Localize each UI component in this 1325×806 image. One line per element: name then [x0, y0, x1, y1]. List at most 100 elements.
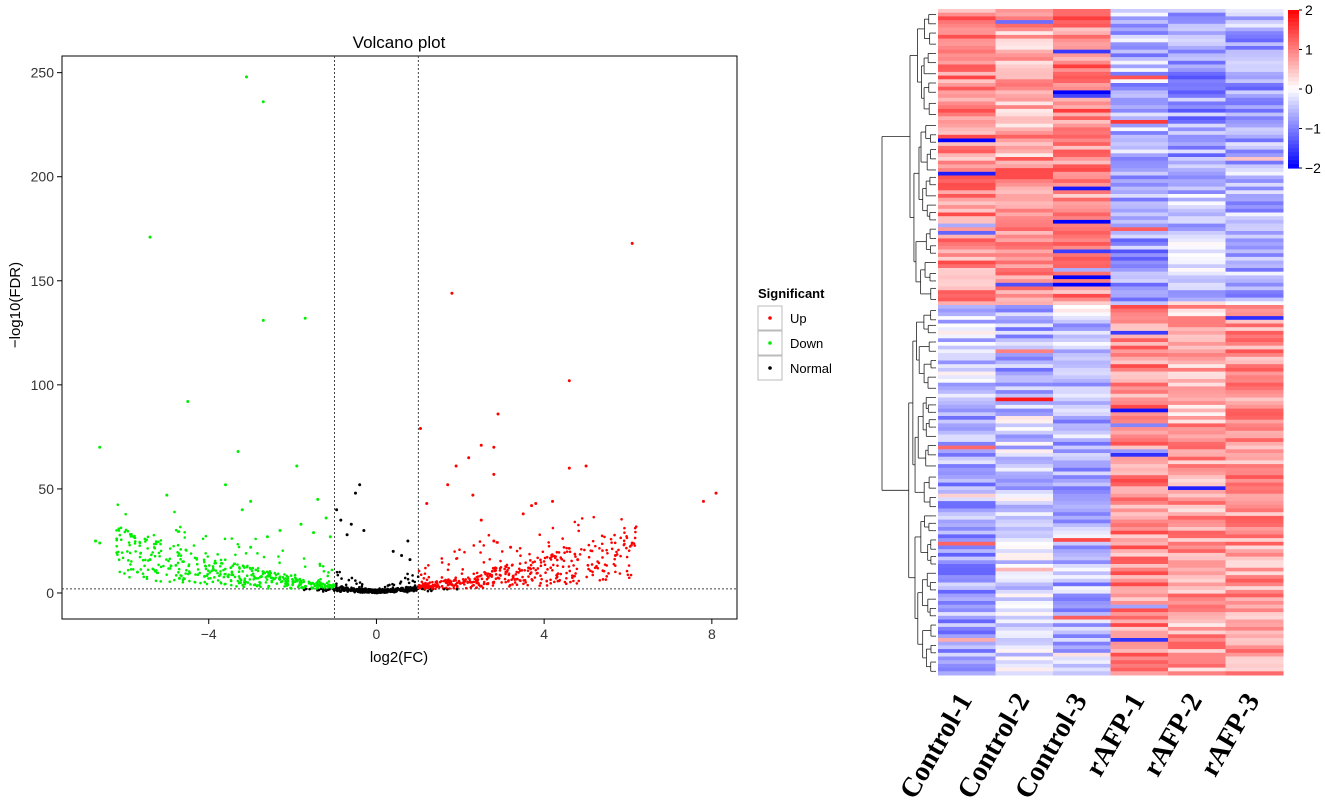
point-up — [450, 291, 454, 295]
heatmap-cell — [995, 523, 1054, 528]
heatmap-cell — [1053, 382, 1111, 387]
x-tick-label: 4 — [540, 626, 548, 642]
heatmap-cell — [1168, 456, 1226, 461]
heatmap-cell — [995, 205, 1054, 210]
heatmap-cell — [1053, 345, 1111, 350]
cloud-point — [195, 562, 199, 566]
heatmap-cell — [1168, 634, 1226, 639]
heatmap-cell — [995, 94, 1054, 99]
cloud-point — [545, 584, 549, 587]
heatmap-cell — [1225, 242, 1284, 247]
heatmap-cell — [1053, 634, 1111, 639]
cloud-point — [360, 585, 364, 588]
colorbar-step — [1288, 73, 1299, 78]
heatmap-cell — [938, 419, 996, 424]
cloud-point — [223, 558, 227, 562]
heatmap-cell — [1168, 208, 1226, 213]
heatmap-cell — [1110, 478, 1169, 484]
heatmap-cell — [1168, 127, 1226, 132]
cloud-point — [549, 578, 552, 582]
heatmap-cell — [938, 412, 996, 417]
heatmap-cell — [938, 231, 996, 236]
heatmap-cell — [1110, 205, 1169, 210]
cloud-point — [442, 587, 446, 591]
cloud-point — [204, 534, 208, 538]
heatmap-cell — [938, 316, 996, 321]
cloud-point — [244, 552, 248, 555]
colorbar-step — [1288, 100, 1299, 106]
cloud-point — [523, 569, 526, 572]
cloud-point — [126, 559, 130, 562]
cloud-point — [600, 542, 604, 546]
heatmap-cell — [1110, 282, 1169, 287]
cloud-point — [157, 540, 160, 544]
heatmap-cell — [938, 182, 996, 188]
heatmap-cell — [1053, 327, 1111, 332]
heatmap-cell — [1168, 586, 1226, 591]
cloud-point — [268, 570, 272, 573]
cloud-point — [251, 566, 255, 570]
cloud-point — [153, 554, 157, 558]
heatmap-cell — [1168, 194, 1226, 199]
heatmap-cell — [1110, 638, 1169, 643]
point-down — [249, 545, 253, 549]
heatmap-cell — [1110, 34, 1169, 40]
heatmap-cell — [1225, 312, 1284, 317]
heatmap-cell — [1110, 597, 1169, 602]
heatmap-cell — [1225, 608, 1284, 613]
heatmap-cell — [1225, 53, 1284, 58]
point-up — [479, 443, 483, 447]
cloud-point — [633, 544, 637, 547]
cloud-point — [572, 579, 575, 583]
cloud-point — [587, 567, 590, 571]
cloud-point — [179, 554, 183, 557]
cloud-point — [319, 577, 322, 581]
cloud-point — [622, 543, 626, 547]
heatmap-cell — [938, 234, 996, 239]
cloud-point — [435, 584, 439, 588]
heatmap-cell — [1110, 79, 1169, 84]
cloud-point — [417, 586, 420, 590]
cloud-point — [335, 570, 339, 574]
cloud-point — [127, 541, 131, 544]
heatmap-cell — [995, 164, 1054, 169]
heatmap-cell — [1225, 445, 1284, 450]
cloud-point — [625, 569, 629, 573]
cloud-point — [176, 561, 180, 565]
cloud-point — [238, 567, 241, 570]
heatmap-cell — [1225, 171, 1284, 176]
heatmap-cell — [938, 160, 996, 165]
heatmap-cell — [1168, 571, 1226, 576]
cloud-point — [419, 573, 423, 577]
heatmap-cell — [1053, 486, 1111, 491]
cloud-point — [567, 565, 571, 568]
cloud-point — [480, 584, 483, 588]
cloud-point — [319, 587, 323, 591]
cloud-point — [446, 583, 450, 587]
heatmap-cell — [1110, 501, 1169, 506]
heatmap-cell — [1053, 157, 1111, 162]
heatmap-cell — [1053, 83, 1111, 88]
colorbar-step — [1288, 81, 1299, 86]
heatmap-cell — [1053, 75, 1111, 80]
point-normal — [353, 491, 357, 495]
point-down — [98, 541, 102, 545]
heatmap-cell — [1168, 612, 1226, 617]
heatmap-cell — [938, 112, 996, 117]
heatmap-cell — [938, 68, 996, 73]
cloud-point — [547, 541, 550, 544]
heatmap-cell — [1110, 445, 1169, 450]
heatmap-cell — [1225, 419, 1284, 424]
cloud-point — [270, 580, 274, 584]
heatmap-cell — [1225, 441, 1284, 447]
heatmap-cell — [995, 423, 1054, 428]
cloud-point — [219, 581, 223, 584]
heatmap-cell — [1225, 12, 1284, 17]
heatmap-cell — [938, 560, 996, 565]
heatmap-cell — [995, 20, 1054, 25]
heatmap-cell — [1110, 46, 1169, 51]
cloud-point — [141, 572, 145, 575]
heatmap-cell — [1225, 630, 1284, 635]
cloud-point — [590, 563, 594, 566]
heatmap-cell — [1053, 434, 1111, 439]
